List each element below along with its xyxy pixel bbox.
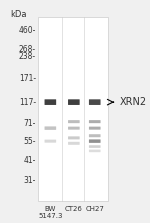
- Text: 41-: 41-: [24, 156, 36, 165]
- FancyBboxPatch shape: [89, 139, 100, 143]
- FancyBboxPatch shape: [68, 127, 80, 130]
- Text: 171-: 171-: [19, 74, 36, 83]
- Text: CT26: CT26: [65, 206, 83, 212]
- FancyBboxPatch shape: [45, 126, 56, 130]
- FancyBboxPatch shape: [89, 120, 100, 123]
- FancyBboxPatch shape: [68, 99, 80, 105]
- FancyBboxPatch shape: [45, 140, 56, 143]
- Bar: [38, 17, 108, 201]
- FancyBboxPatch shape: [89, 145, 100, 148]
- Text: CH27: CH27: [85, 206, 104, 212]
- FancyBboxPatch shape: [45, 99, 56, 105]
- Text: kDa: kDa: [10, 10, 27, 19]
- FancyBboxPatch shape: [68, 120, 80, 123]
- Text: 268-: 268-: [19, 45, 36, 54]
- FancyBboxPatch shape: [89, 134, 100, 137]
- FancyBboxPatch shape: [89, 150, 100, 152]
- Text: XRN2: XRN2: [120, 97, 147, 107]
- Text: 71-: 71-: [24, 119, 36, 128]
- FancyBboxPatch shape: [68, 136, 80, 139]
- Text: 31-: 31-: [24, 176, 36, 185]
- FancyBboxPatch shape: [89, 99, 100, 105]
- FancyBboxPatch shape: [89, 127, 100, 130]
- FancyBboxPatch shape: [68, 142, 80, 145]
- Text: 117-: 117-: [19, 98, 36, 107]
- Text: 238-: 238-: [19, 52, 36, 61]
- Text: 460-: 460-: [19, 26, 36, 35]
- Text: 55-: 55-: [24, 137, 36, 146]
- Text: BW
5147.3: BW 5147.3: [38, 206, 63, 219]
